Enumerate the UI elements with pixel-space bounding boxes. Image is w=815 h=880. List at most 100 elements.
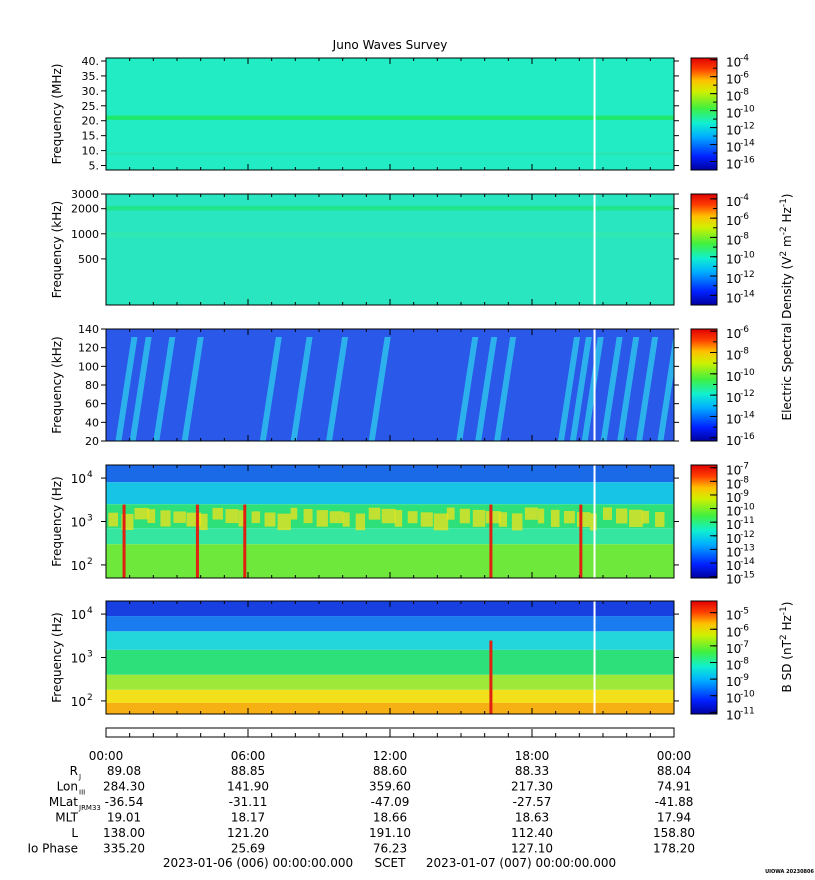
spectrogram-panel-1: 5. 10. 15. 20. 25. 30. 35. 40. Frequency (MHz) 10… bbox=[50, 54, 755, 173]
ephemeris-row-label: Io Phase bbox=[27, 842, 78, 856]
radio-burst bbox=[494, 337, 517, 441]
emission-patch bbox=[576, 512, 591, 527]
spectrum-band bbox=[106, 115, 674, 120]
colorbar-label: 10 bbox=[726, 464, 741, 478]
colorbar-frame bbox=[690, 193, 718, 306]
colorbar-label-exponent: -16 bbox=[740, 156, 755, 166]
ephemeris-value: -27.57 bbox=[513, 795, 552, 809]
colorbar-label-exponent: -9 bbox=[740, 489, 749, 499]
emission-patch bbox=[186, 512, 202, 527]
ephemeris-value: 17.94 bbox=[657, 811, 691, 825]
colorbar-label-exponent: -6 bbox=[740, 71, 749, 81]
time-label: 00:00 bbox=[89, 749, 124, 763]
emission-patch bbox=[368, 507, 381, 520]
radio-burst bbox=[259, 337, 282, 441]
emission-patch bbox=[550, 509, 560, 527]
colorbar-label-exponent: -14 bbox=[740, 139, 755, 149]
ephemeris-value: 18.66 bbox=[373, 811, 407, 825]
ephemeris-row-subscript: JRM33 bbox=[78, 804, 101, 812]
emission-patch bbox=[629, 509, 643, 527]
colorbar-label: 10 bbox=[726, 90, 741, 104]
ephemeris-value: 178.20 bbox=[653, 842, 695, 856]
y-tick-label: 120 bbox=[78, 342, 99, 355]
colorbar-label: 10 bbox=[726, 545, 741, 559]
colorbar-label: 10 bbox=[726, 434, 741, 448]
y-tick-label: 1000 bbox=[71, 228, 99, 241]
radio-burst bbox=[636, 337, 659, 441]
colorbar-label: 10 bbox=[726, 124, 741, 138]
colorbar-label: 10 bbox=[726, 141, 741, 155]
colorbar-label: 10 bbox=[726, 412, 741, 426]
colorbar-label-exponent: -13 bbox=[740, 543, 755, 553]
y-tick-label: 140 bbox=[78, 323, 99, 336]
colorbar-label: 10 bbox=[726, 609, 741, 623]
spectrogram-background bbox=[106, 194, 674, 305]
time-label: 06:00 bbox=[231, 749, 266, 763]
y-tick-label: 10 bbox=[71, 472, 86, 486]
colorbar-label: 10 bbox=[726, 573, 741, 587]
emission-patch bbox=[303, 508, 313, 524]
y-tick-label: 40. bbox=[82, 55, 100, 68]
ephemeris-value: 19.01 bbox=[107, 811, 141, 825]
footer-start-time: 2023-01-06 (006) 00:00:00.000 bbox=[163, 856, 353, 870]
spectral-spike bbox=[489, 504, 493, 578]
radio-burst bbox=[569, 337, 592, 441]
colorbar-label: 10 bbox=[726, 195, 741, 209]
emission-patch bbox=[563, 510, 575, 524]
colorbar-label-exponent: -5 bbox=[740, 607, 749, 617]
ephemeris-row-subscript: J bbox=[78, 773, 81, 781]
emission-patch bbox=[212, 507, 223, 520]
y-tick-label: 10. bbox=[82, 145, 100, 158]
emission-patch bbox=[420, 512, 433, 527]
data-gap bbox=[593, 58, 596, 170]
radio-burst bbox=[153, 337, 176, 441]
colorbar-label: 10 bbox=[726, 214, 741, 228]
electric-density-label: Electric Spectral Density (V2 m-2 Hz-1) bbox=[779, 193, 794, 420]
radio-burst bbox=[617, 337, 640, 441]
radio-burst bbox=[115, 337, 138, 441]
colorbar-label: 10 bbox=[726, 327, 741, 341]
footer-end-time: 2023-01-07 (007) 00:00:00.000 bbox=[426, 856, 616, 870]
colorbar-label-exponent: -11 bbox=[740, 706, 755, 716]
ephemeris-value: 88.60 bbox=[373, 764, 407, 778]
colorbar-label-exponent: -11 bbox=[740, 516, 755, 526]
colorbar-gradient bbox=[691, 194, 717, 305]
ephemeris-value: 88.33 bbox=[515, 764, 549, 778]
data-gap bbox=[593, 194, 596, 305]
y-tick-label: 60 bbox=[85, 398, 99, 411]
emission-patch bbox=[225, 509, 239, 524]
spectral-spike bbox=[243, 504, 247, 578]
colorbar-label: 10 bbox=[726, 348, 741, 362]
radio-burst bbox=[581, 337, 604, 441]
colorbar-label: 10 bbox=[726, 158, 741, 172]
colorbar-label: 10 bbox=[726, 370, 741, 384]
ephemeris-value: 74.91 bbox=[657, 780, 691, 794]
ephemeris-value: 335.20 bbox=[103, 842, 145, 856]
y-tick-label: 20 bbox=[85, 435, 99, 448]
colorbar-label: 10 bbox=[726, 642, 741, 656]
ephemeris-value: 217.30 bbox=[511, 780, 553, 794]
ephemeris-value: 284.30 bbox=[103, 780, 145, 794]
radio-burst bbox=[129, 337, 152, 441]
emission-patch bbox=[277, 513, 291, 531]
ephemeris-table: 00:00 06:00 12:00 18:00 00:00 R J 89.08 88.85 88.… bbox=[27, 749, 695, 856]
colorbar-label: 10 bbox=[726, 559, 741, 573]
colorbar: 10-710-810-910-1010-1110-1210-1310-1410-… bbox=[690, 462, 755, 587]
colorbar-label-exponent: -8 bbox=[740, 231, 749, 241]
spectrum-layer bbox=[106, 616, 674, 632]
colorbar-frame bbox=[690, 328, 718, 442]
colorbar-label: 10 bbox=[726, 73, 741, 87]
colorbar-label-exponent: -4 bbox=[740, 54, 749, 64]
emission-patch bbox=[616, 508, 628, 524]
colorbar-label-exponent: -10 bbox=[740, 503, 755, 513]
spectrogram-body bbox=[106, 601, 674, 714]
ephemeris-value: 88.85 bbox=[231, 764, 265, 778]
y-tick-label: 2000 bbox=[71, 203, 99, 216]
ephemeris-row-label: R bbox=[70, 764, 78, 778]
y-tick-label-exponent: 2 bbox=[87, 693, 93, 703]
colorbar-label-exponent: -7 bbox=[740, 640, 749, 650]
